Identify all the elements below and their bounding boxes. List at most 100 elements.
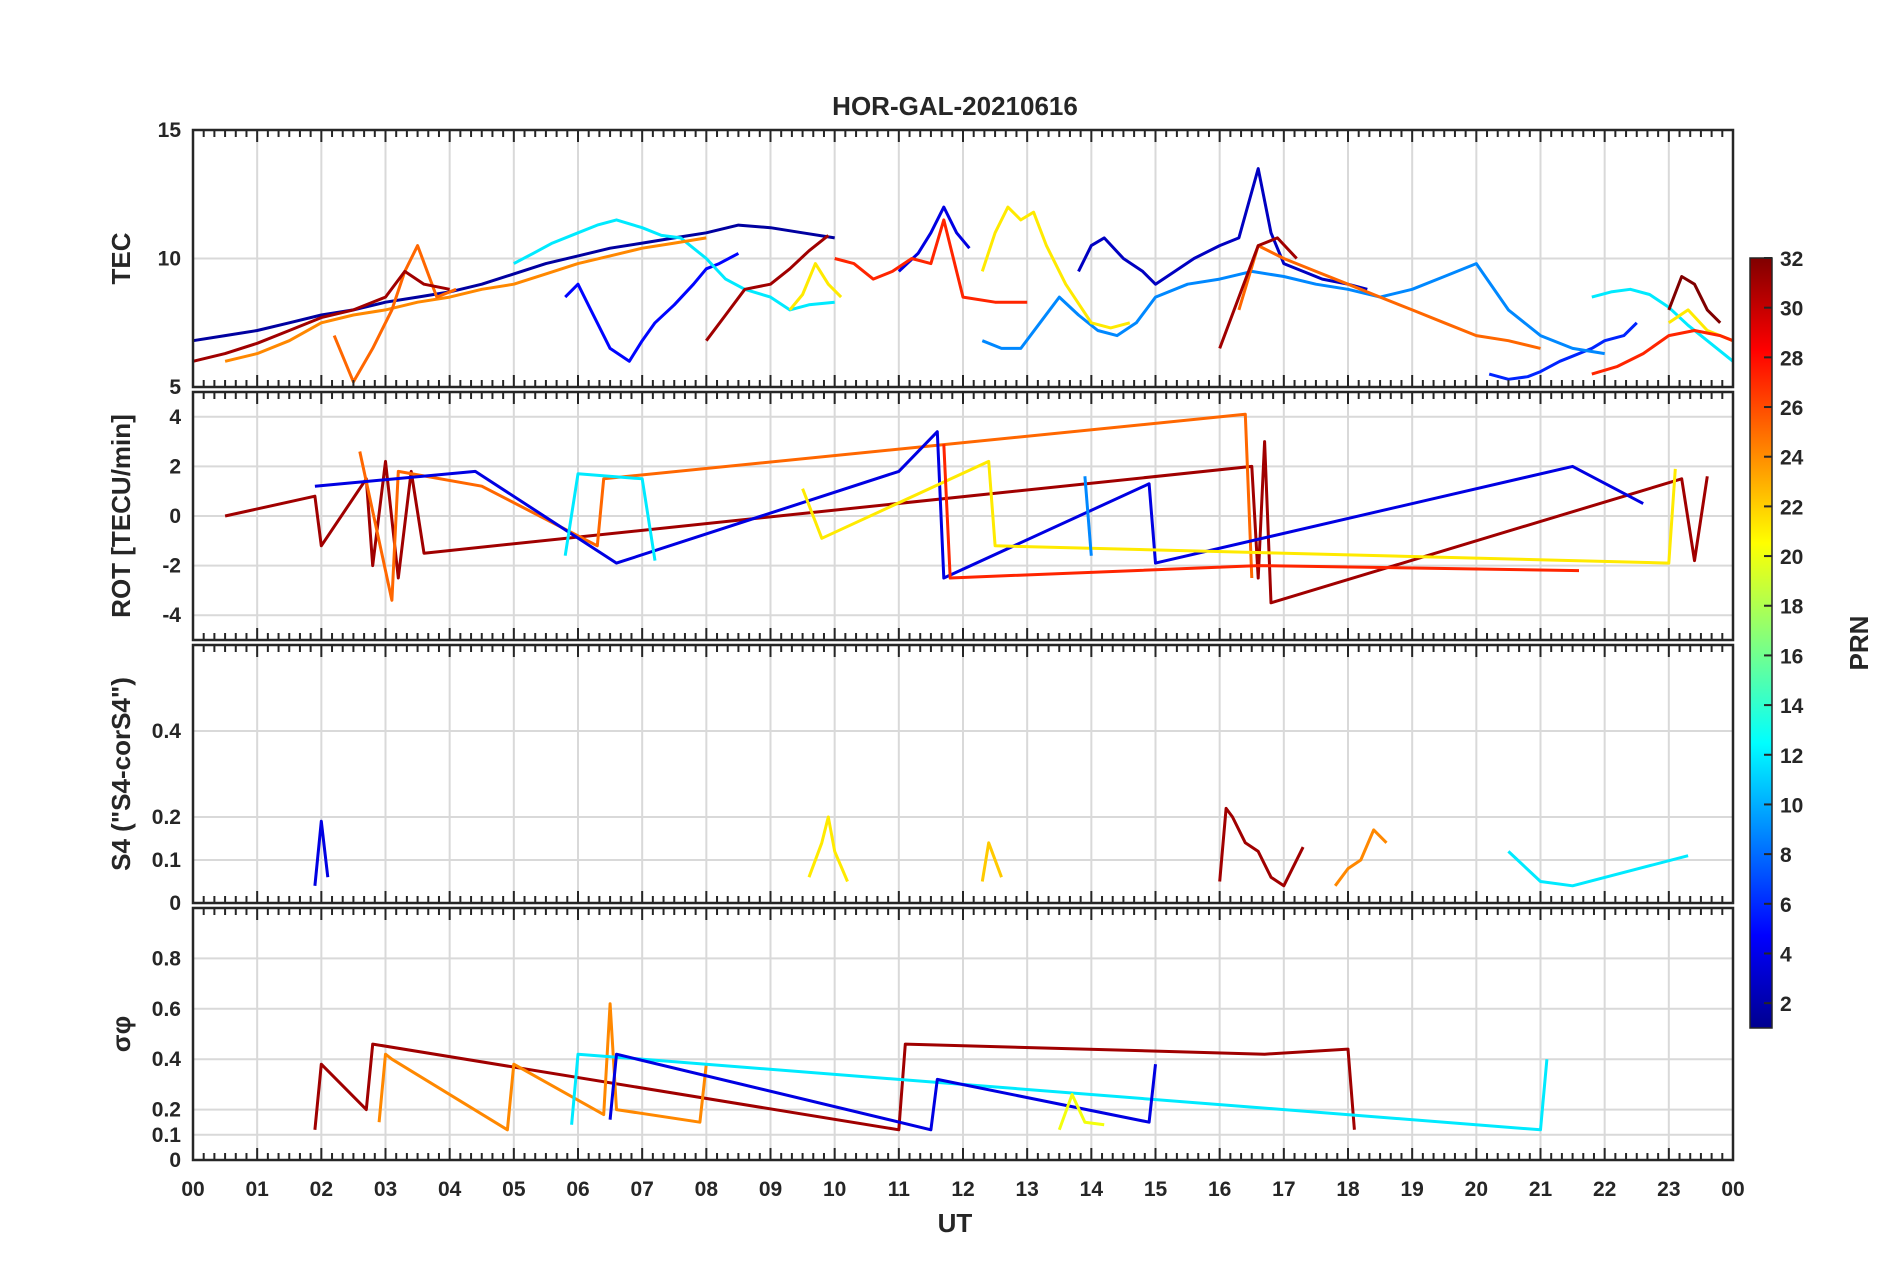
- x-tick-label: 08: [695, 1178, 719, 1201]
- colorbar-tick-label: 26: [1780, 397, 1803, 420]
- series-line-prn-27: [1591, 329, 1734, 376]
- x-tick-label: 06: [566, 1178, 589, 1201]
- y-tick-label: 0: [169, 892, 181, 915]
- series-line-prn-21: [980, 205, 1131, 330]
- y-tick-label: 5: [169, 376, 181, 399]
- colorbar-gradient: [1749, 257, 1773, 1029]
- colorbar-tick-label: 6: [1780, 894, 1792, 917]
- y-axis-label: TEC: [106, 232, 136, 284]
- series-line-prn-9: [1083, 476, 1093, 556]
- series-line-prn-4: [314, 430, 1644, 580]
- x-tick-label: 21: [1529, 1178, 1553, 1201]
- y-axis-label: σφ: [106, 1016, 136, 1052]
- y-tick-label: 0: [169, 505, 181, 528]
- series-line-prn-25: [1237, 244, 1541, 350]
- x-tick-label: 05: [502, 1178, 526, 1201]
- colorbar-tick-label: 8: [1780, 844, 1792, 867]
- series-line-prn-31: [224, 440, 1709, 605]
- series-line-prn-5: [564, 252, 740, 363]
- series-line-prn-6: [1488, 321, 1638, 381]
- x-tick-label: 00: [181, 1178, 204, 1201]
- x-tick-label: 10: [823, 1178, 846, 1201]
- colorbar-tick-label: 2: [1780, 993, 1792, 1016]
- y-tick-label: -2: [162, 555, 181, 578]
- series-line-prn-25: [332, 244, 457, 384]
- x-tick-label: 16: [1208, 1178, 1231, 1201]
- y-tick-label: 2: [169, 455, 181, 478]
- y-tick-label: 0.1: [152, 849, 182, 872]
- series-line-prn-21: [788, 262, 843, 311]
- y-tick-label: 10: [158, 248, 181, 271]
- y-tick-label: 0: [169, 1149, 181, 1172]
- x-axis-label: UT: [938, 1208, 973, 1238]
- x-tick-label: 22: [1593, 1178, 1616, 1201]
- series-line-prn-4: [313, 819, 330, 886]
- panel-1: 15 10 5 TEC: [106, 119, 1735, 399]
- series-line-prn-24: [1333, 828, 1388, 887]
- series-line-prn-3: [1077, 167, 1368, 291]
- colorbar-tick-label: 32: [1780, 248, 1803, 271]
- panel-frame: [191, 128, 1735, 389]
- series-line-prn-32: [1667, 275, 1722, 324]
- x-tick-label: 02: [310, 1178, 333, 1201]
- x-tick-label: 01: [245, 1178, 269, 1201]
- x-tick-label: 07: [630, 1178, 653, 1201]
- colorbar-tick-label: 28: [1780, 347, 1804, 370]
- colorbar-tick-label: 18: [1780, 596, 1804, 619]
- colorbar-label: PRN: [1844, 616, 1874, 671]
- x-tick-label: 23: [1657, 1178, 1680, 1201]
- y-axis-label: S4 ("S4-corS4"): [106, 677, 136, 871]
- series-line-prn-12: [563, 472, 657, 561]
- colorbar-tick-label: 20: [1780, 546, 1803, 569]
- colorbar-tick-label: 30: [1780, 298, 1803, 321]
- series-line-prn-12: [513, 218, 835, 312]
- series-line-prn-12: [1507, 850, 1689, 888]
- chart-title: HOR-GAL-20210616: [832, 91, 1078, 121]
- x-tick-label: 19: [1400, 1178, 1423, 1201]
- panel-frame: [191, 390, 1735, 642]
- series-line-prn-31: [1218, 806, 1305, 888]
- y-tick-label: 0.1: [152, 1124, 182, 1147]
- series-line-prn-31: [1218, 236, 1298, 349]
- panel-4: 0.8 0.6 0.4 0.20.10 σφ: [106, 906, 1735, 1172]
- x-tick-label: 18: [1336, 1178, 1360, 1201]
- x-tick-label: 11: [888, 1178, 911, 1201]
- series-line-prn-25: [358, 412, 1254, 602]
- y-tick-label: 0.2: [152, 806, 181, 829]
- y-tick-label: 0.4: [152, 720, 182, 743]
- series-line-prn-4: [897, 205, 971, 273]
- colorbar-tick-label: 22: [1780, 496, 1803, 519]
- series-line-prn-12: [1591, 287, 1734, 363]
- y-tick-label: 4: [169, 406, 181, 429]
- x-tick-label: 15: [1144, 1178, 1168, 1201]
- series-line-prn-31: [192, 269, 450, 363]
- x-tick-label: 14: [1080, 1178, 1104, 1201]
- series-line-prn-31: [705, 234, 830, 342]
- series-line-prn-9: [981, 262, 1605, 356]
- series-line-prn-2: [192, 223, 835, 343]
- colorbar-tick-label: 24: [1780, 447, 1804, 470]
- series-line-prn-31: [313, 1042, 1356, 1132]
- panel-frame: [191, 906, 1735, 1162]
- series-line-prn-27: [834, 218, 1028, 304]
- colorbar-tick-label: 12: [1780, 745, 1803, 768]
- series-line-prn-21: [807, 815, 849, 883]
- panel-3: 0.4 0.2 0.1 0 S4 ("S4-corS4"): [106, 643, 1735, 915]
- series-line-prn-12: [570, 1052, 1549, 1132]
- colorbar-tick-label: 14: [1780, 695, 1804, 718]
- x-tick-label: 13: [1015, 1178, 1038, 1201]
- colorbar-tick-label: 10: [1780, 794, 1803, 817]
- x-tick-label: 00: [1721, 1178, 1744, 1201]
- y-axis-label: ROT [TECU/min]: [106, 414, 136, 618]
- panel-2: 4 2 0 -2 -4 ROT [TECU/min]: [106, 390, 1735, 642]
- y-tick-label: 0.4: [152, 1048, 182, 1071]
- x-tick-labels: 00 01 02 03 04 05 06 07 08 09 10 11 12 13 14 15 16 17 18 19…: [181, 1178, 1744, 1201]
- x-tick-label: 12: [951, 1178, 974, 1201]
- x-tick-label: 03: [374, 1178, 397, 1201]
- series-line-prn-20: [1057, 1093, 1105, 1131]
- series-line-prn-24: [224, 236, 707, 363]
- x-tick-label: 04: [438, 1178, 462, 1201]
- y-tick-label: 15: [158, 119, 182, 142]
